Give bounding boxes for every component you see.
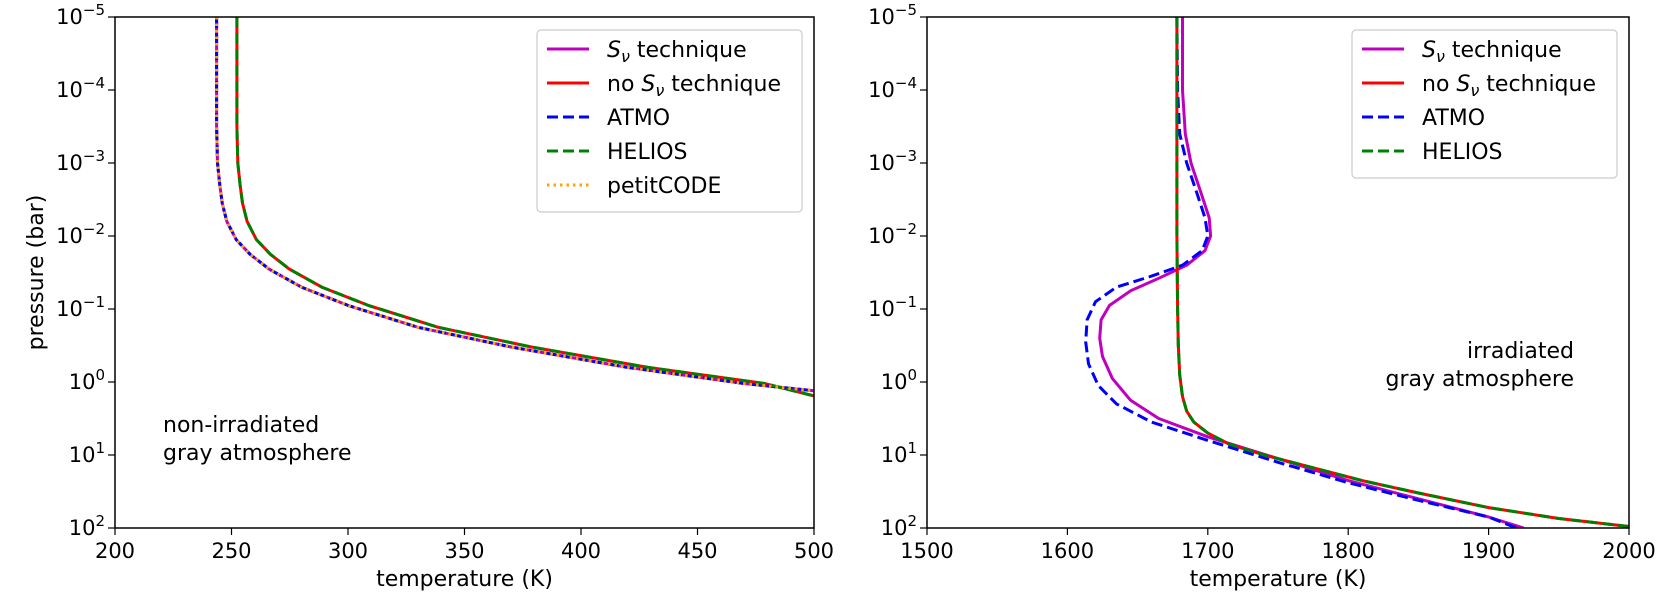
x-axis-label: temperature (K) [1190,567,1367,592]
panel-annotation: irradiated gray atmosphere [1385,339,1574,392]
x-tick-label: 250 [211,539,251,563]
y-tick-label: 100 [69,366,105,394]
legend-item: HELIOS [547,140,687,165]
legend-item: ATMO [1362,106,1485,131]
legend-label: ATMO [1422,106,1485,131]
axes-frame [926,16,1630,529]
y-tick-label: 10−2 [868,220,917,248]
series-line-atmo [215,17,814,393]
series-line-atmo [1084,17,1518,528]
x-tick-label: 1600 [1041,539,1094,563]
legend-item: petitCODE [547,174,721,199]
legend-frame [1351,29,1618,179]
y-tick-label: 102 [69,512,105,540]
series-group [1084,17,1629,528]
y-tick-label: 101 [69,439,105,467]
y-tick-label: 101 [881,439,917,467]
y-tick-label: 10−1 [868,293,917,321]
legend: Sν technique no Sν technique ATMO HELIOS pet… [536,29,803,213]
y-axis-label: pressure (bar) [24,195,49,351]
legend-frame [536,29,803,213]
x-tick-label: 200 [95,539,135,563]
legend-label: no Sν technique [607,72,781,100]
legend-item: ATMO [547,106,670,131]
legend-label: petitCODE [607,174,721,199]
x-tick-label: 450 [677,539,717,563]
y-tick-label: 10−3 [56,147,105,175]
legend-item: Sν technique [547,38,747,66]
legend-label: Sν technique [1422,38,1562,66]
y-tick-label: 10−1 [56,293,105,321]
y-tick-label: 10−4 [56,74,105,102]
x-tick-label: 300 [328,539,368,563]
left-panel: 200 250 300 350 400 450 500 10−5 10−4 10−3 10−2 10−… [24,1,834,592]
x-tick-label: 2000 [1602,539,1655,563]
y-tick-label: 100 [881,366,917,394]
y-tick-label: 10−4 [868,74,917,102]
legend-label: ATMO [607,106,670,131]
legend-label: no Sν technique [1422,72,1596,100]
legend-item: no Sν technique [547,72,781,100]
legend-label: Sν technique [607,38,747,66]
legend-label: HELIOS [1422,140,1502,165]
panel-annotation: non-irradiated gray atmosphere [163,413,352,466]
x-tick-label: 1700 [1181,539,1234,563]
x-tick-label: 1800 [1321,539,1374,563]
y-tick-label: 10−5 [56,1,105,29]
x-tick-label: 400 [561,539,601,563]
series-line-helios [235,17,814,398]
legend-item: HELIOS [1362,140,1502,165]
y-tick-label: 10−5 [868,1,917,29]
x-tick-label: 350 [444,539,484,563]
series-group [215,17,814,398]
x-tick-label: 500 [794,539,834,563]
legend: Sν technique no Sν technique ATMO HELIOS [1351,29,1618,179]
y-tick-label: 102 [881,512,917,540]
x-tick-label: 1900 [1462,539,1515,563]
y-tick-label: 10−2 [56,220,105,248]
x-axis-label: temperature (K) [376,567,553,592]
legend-item: Sν technique [1362,38,1562,66]
y-tick-label: 10−3 [868,147,917,175]
legend-label: HELIOS [607,140,687,165]
legend-item: no Sν technique [1362,72,1596,100]
right-panel: 1500 1600 1700 1800 1900 2000 10−5 10−4 10−3 10−2… [868,1,1656,592]
series-line-helios [1175,17,1629,528]
x-tick-label: 1500 [900,539,953,563]
series-line-petitcode [215,17,814,393]
